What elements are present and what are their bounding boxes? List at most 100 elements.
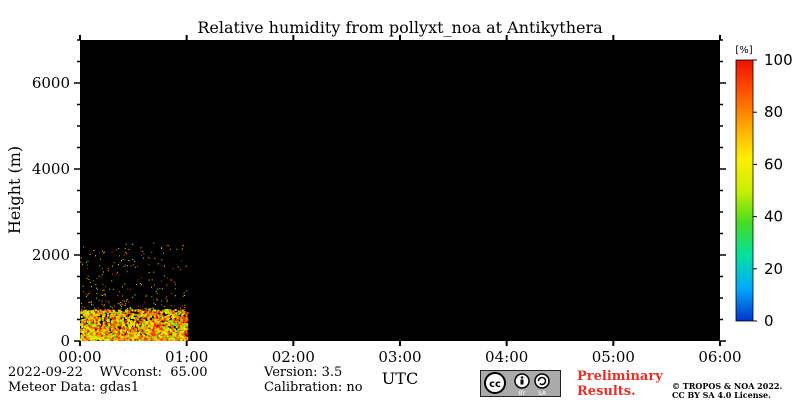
humidity-pixel <box>120 312 123 315</box>
humidity-pixel <box>161 330 163 333</box>
humidity-pixel <box>134 294 136 296</box>
humidity-pixel <box>120 338 123 341</box>
humidity-pixel <box>134 336 137 339</box>
humidity-pixel <box>177 307 179 309</box>
humidity-pixel <box>183 311 186 313</box>
humidity-pixel <box>140 309 142 311</box>
humidity-pixel <box>96 314 99 316</box>
humidity-pixel <box>85 330 88 333</box>
humidity-pixel <box>113 328 116 331</box>
humidity-pixel <box>135 322 137 324</box>
humidity-pixel <box>129 314 132 317</box>
humidity-pixel <box>133 326 135 329</box>
humidity-pixel <box>90 333 93 336</box>
humidity-pixel <box>144 313 146 316</box>
humidity-pixel <box>101 274 103 276</box>
humidity-pixel <box>93 330 96 333</box>
humidity-pixel <box>132 323 135 326</box>
humidity-pixel <box>110 320 113 323</box>
humidity-pixel <box>160 317 163 320</box>
humidity-pixel <box>149 320 152 323</box>
humidity-pixel <box>172 329 175 332</box>
humidity-pixel <box>128 329 131 332</box>
humidity-pixel <box>118 336 121 339</box>
humidity-pixel <box>80 315 83 318</box>
humidity-pixel <box>123 338 126 340</box>
humidity-pixel <box>174 288 176 290</box>
humidity-pixel <box>125 300 127 302</box>
humidity-pixel <box>107 318 110 321</box>
humidity-pixel <box>102 283 104 285</box>
humidity-pixel <box>169 309 172 312</box>
humidity-pixel <box>184 307 186 309</box>
humidity-pixel <box>148 272 150 274</box>
humidity-pixel <box>162 288 164 290</box>
humidity-pixel <box>106 316 109 319</box>
humidity-pixel <box>179 339 182 341</box>
humidity-pixel <box>83 323 86 326</box>
x-tick-label: 03:00 <box>378 348 421 366</box>
humidity-pixel <box>121 321 124 324</box>
humidity-pixel <box>154 311 157 314</box>
humidity-pixel <box>95 336 98 339</box>
humidity-pixel <box>113 288 115 290</box>
humidity-pixel <box>173 305 175 307</box>
humidity-pixel <box>155 337 157 340</box>
humidity-pixel <box>105 317 107 320</box>
humidity-pixel <box>104 294 106 296</box>
humidity-pixel <box>116 318 119 321</box>
humidity-pixel <box>174 283 176 285</box>
humidity-pixel <box>151 334 154 337</box>
humidity-pixel <box>88 322 91 325</box>
humidity-pixel <box>127 311 130 314</box>
humidity-pixel <box>85 324 87 327</box>
humidity-pixel <box>156 317 159 319</box>
humidity-pixel <box>126 328 129 331</box>
humidity-pixel <box>128 316 131 319</box>
humidity-pixel <box>146 320 149 323</box>
humidity-pixel <box>103 251 105 253</box>
humidity-pixel <box>141 335 144 338</box>
humidity-pixel <box>120 309 122 311</box>
humidity-pixel <box>118 255 120 257</box>
humidity-pixel <box>159 314 162 317</box>
humidity-pixel <box>175 313 178 316</box>
humidity-pixel <box>132 243 134 245</box>
humidity-pixel <box>97 310 100 313</box>
humidity-pixel <box>107 335 110 338</box>
humidity-pixel <box>121 324 124 326</box>
humidity-pixel <box>121 286 123 288</box>
humidity-pixel <box>147 256 149 258</box>
x-tick-label: 06:00 <box>698 348 741 366</box>
humidity-pixel <box>83 246 84 248</box>
humidity-pixel <box>161 259 163 261</box>
humidity-pixel <box>156 311 159 314</box>
humidity-pixel <box>163 331 166 334</box>
humidity-pixel <box>124 305 126 306</box>
humidity-pixel <box>175 339 178 341</box>
humidity-pixel <box>175 320 178 323</box>
humidity-pixel <box>168 330 170 333</box>
x-tick-label: 02:00 <box>272 348 315 366</box>
humidity-pixel <box>163 336 166 339</box>
humidity-pixel <box>175 321 178 324</box>
humidity-pixel <box>121 313 124 316</box>
humidity-pixel <box>117 327 120 330</box>
humidity-pixel <box>146 333 149 336</box>
humidity-pixel <box>102 250 103 252</box>
humidity-pixel <box>138 329 141 332</box>
humidity-pixel <box>147 316 150 319</box>
humidity-pixel <box>167 311 170 314</box>
humidity-pixel <box>105 332 108 335</box>
humidity-pixel <box>105 310 108 313</box>
humidity-pixel <box>122 313 125 316</box>
humidity-pixel <box>174 309 177 311</box>
humidity-pixel <box>140 312 143 315</box>
humidity-pixel <box>149 309 151 311</box>
humidity-pixel <box>155 313 158 316</box>
humidity-pixel <box>148 330 151 333</box>
humidity-pixel <box>172 314 175 317</box>
humidity-pixel <box>175 312 178 315</box>
humidity-pixel <box>116 314 119 317</box>
humidity-pixel <box>178 331 181 333</box>
